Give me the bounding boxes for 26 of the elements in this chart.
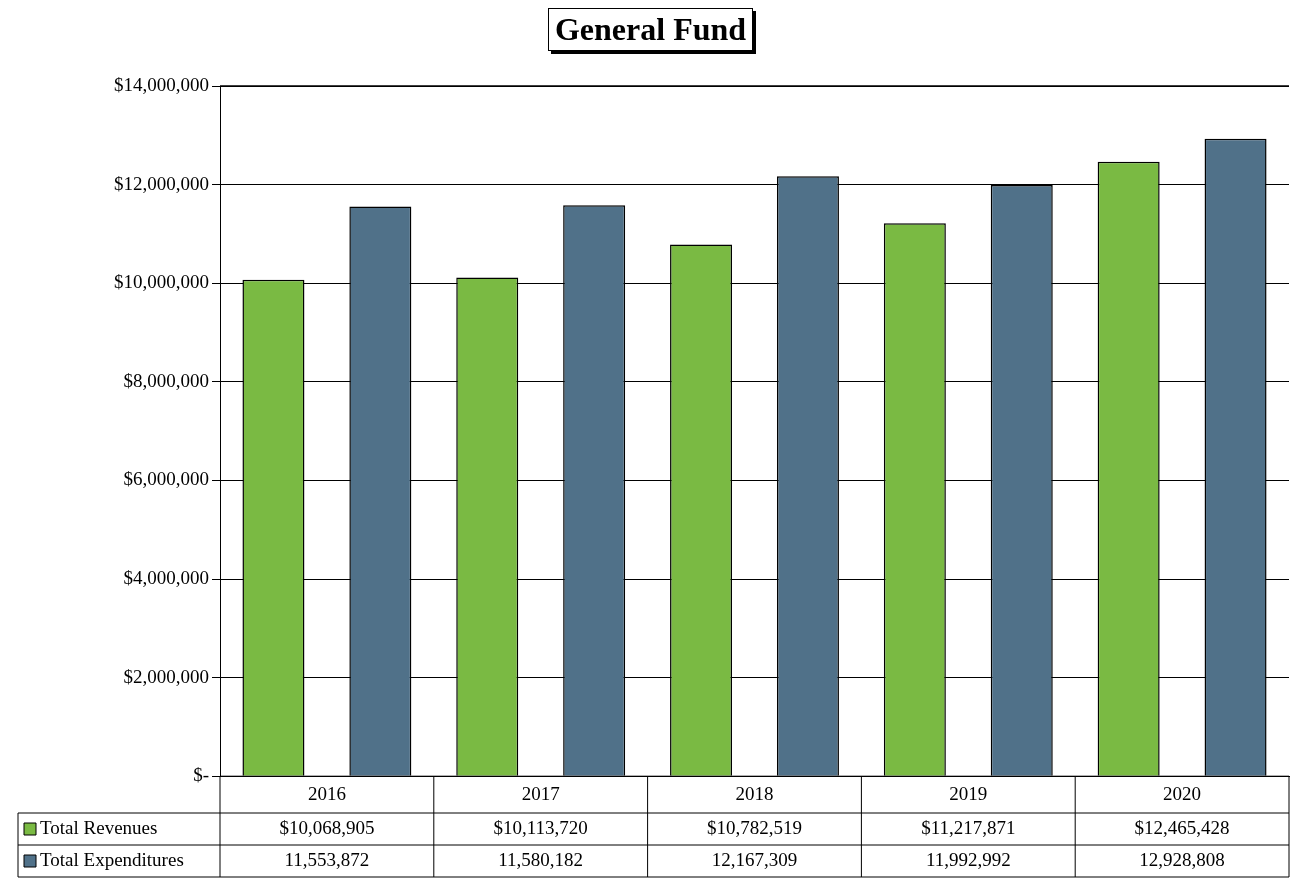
y-tick-label: $14,000,000 — [114, 73, 209, 95]
data-label: 11,553,872 — [284, 848, 370, 870]
y-tick-label: $6,000,000 — [123, 468, 209, 490]
data-label: $10,782,519 — [707, 816, 802, 838]
y-tick-label: $4,000,000 — [123, 566, 209, 588]
data-label: 12,167,309 — [711, 848, 798, 870]
y-tick-label: $12,000,000 — [114, 172, 209, 194]
legend-label: Total Expenditures — [40, 848, 184, 870]
x-tick-label: 2020 — [1163, 782, 1202, 804]
data-label: $10,113,720 — [493, 816, 588, 838]
data-label: 12,928,808 — [1139, 848, 1225, 870]
chart-title: General Fund — [547, 8, 754, 51]
data-label: $12,465,428 — [1134, 816, 1230, 838]
data-label: $11,217,871 — [921, 816, 1016, 838]
y-tick-label: $2,000,000 — [123, 665, 209, 687]
x-tick-label: 2017 — [521, 782, 560, 804]
y-tick-label: $8,000,000 — [123, 369, 209, 391]
y-tick-label: $10,000,000 — [114, 271, 209, 293]
data-label: 11,580,182 — [498, 848, 584, 870]
y-tick-label: $- — [193, 764, 209, 786]
data-label: $10,068,905 — [279, 816, 375, 838]
x-tick-label: 2016 — [307, 782, 346, 804]
x-tick-label: 2018 — [735, 782, 774, 804]
data-label: 11,992,992 — [925, 848, 1011, 870]
x-tick-label: 2019 — [949, 782, 988, 804]
legend-label: Total Revenues — [40, 816, 158, 838]
